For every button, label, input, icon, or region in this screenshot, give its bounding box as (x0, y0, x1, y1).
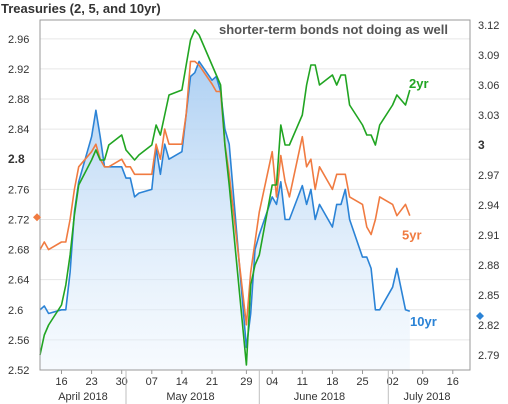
x-tick-label: 07 (146, 376, 158, 388)
x-tick-label: 09 (417, 376, 429, 388)
left-tick-label: 2.96 (8, 34, 29, 46)
left-tick-label: 2.6 (8, 305, 23, 317)
series-line-2yr (39, 29, 411, 366)
right-tick-label: 2.82 (478, 320, 499, 332)
right-tick-label: 2.97 (478, 170, 499, 182)
left-tick-label: 2.52 (8, 365, 29, 377)
left-tick-label: 2.88 (8, 94, 29, 106)
right-tick-label: 2.88 (478, 260, 499, 272)
series-lines (39, 29, 411, 366)
x-tick-label: 18 (326, 376, 338, 388)
x-tick-label: 14 (176, 376, 188, 388)
left-tick-label: 2.76 (8, 184, 29, 196)
ten-year-area-fill (40, 61, 410, 371)
left-tick-label: 2.92 (8, 64, 29, 76)
marker-10yr-right (476, 312, 484, 320)
x-tick-label: 30 (116, 376, 128, 388)
right-tick-label: 3.03 (478, 110, 499, 122)
series-label-5yr: 5yr (402, 228, 422, 243)
left-tick-label: 2.56 (8, 335, 29, 347)
right-tick-label: 3 (478, 138, 485, 152)
right-tick-label: 2.91 (478, 230, 499, 242)
right-axis-ticks: 3.12 3.09 3.06 3.03 3 2.97 2.94 2.91 2.88 2.85 2.8… (478, 20, 499, 362)
x-axis-ticks: 16 23 30 07 14 21 29 04 11 18 25 02 09 16 (55, 370, 459, 388)
x-tick-label: 23 (85, 376, 97, 388)
chart-title: Treasuries (2, 5, and 10yr) (1, 1, 161, 16)
month-label: June 2018 (294, 391, 345, 403)
x-tick-label: 29 (240, 376, 252, 388)
left-tick-label: 2.84 (8, 124, 29, 136)
plot-frame (39, 19, 471, 371)
left-tick-label: 2.8 (8, 152, 25, 166)
right-tick-label: 2.79 (478, 350, 499, 362)
right-tick-label: 2.85 (478, 290, 499, 302)
right-tick-label: 3.06 (478, 80, 499, 92)
x-tick-label: 16 (447, 376, 459, 388)
chart-annotation: shorter-term bonds not doing as well (219, 22, 448, 37)
left-tick-label: 2.72 (8, 214, 29, 226)
axis-markers (33, 213, 484, 320)
right-tick-label: 3.09 (478, 50, 499, 62)
marker-5yr-left (33, 213, 41, 222)
right-tick-label: 2.94 (478, 200, 499, 212)
x-tick-label: 21 (206, 376, 218, 388)
x-tick-label: 11 (297, 376, 308, 388)
month-label: July 2018 (403, 391, 450, 403)
left-axis-ticks: 2.96 2.92 2.88 2.84 2.8 2.76 2.72 2.68 2.64 2.6 2.… (8, 34, 29, 377)
x-tick-label: 16 (55, 376, 67, 388)
month-label: April 2018 (58, 391, 108, 403)
series-labels: 10yr 5yr 2yr (402, 76, 437, 329)
right-tick-label: 3.12 (478, 20, 499, 32)
month-label: May 2018 (166, 391, 214, 403)
left-tick-label: 2.64 (8, 275, 29, 287)
series-label-10yr: 10yr (410, 314, 437, 329)
left-tick-label: 2.68 (8, 245, 29, 257)
x-axis-months: April 2018 May 2018 June 2018 July 2018 (58, 370, 451, 404)
x-tick-label: 04 (266, 376, 278, 388)
series-label-2yr: 2yr (409, 76, 429, 91)
x-tick-label: 25 (356, 376, 368, 388)
x-tick-label: 02 (386, 376, 398, 388)
